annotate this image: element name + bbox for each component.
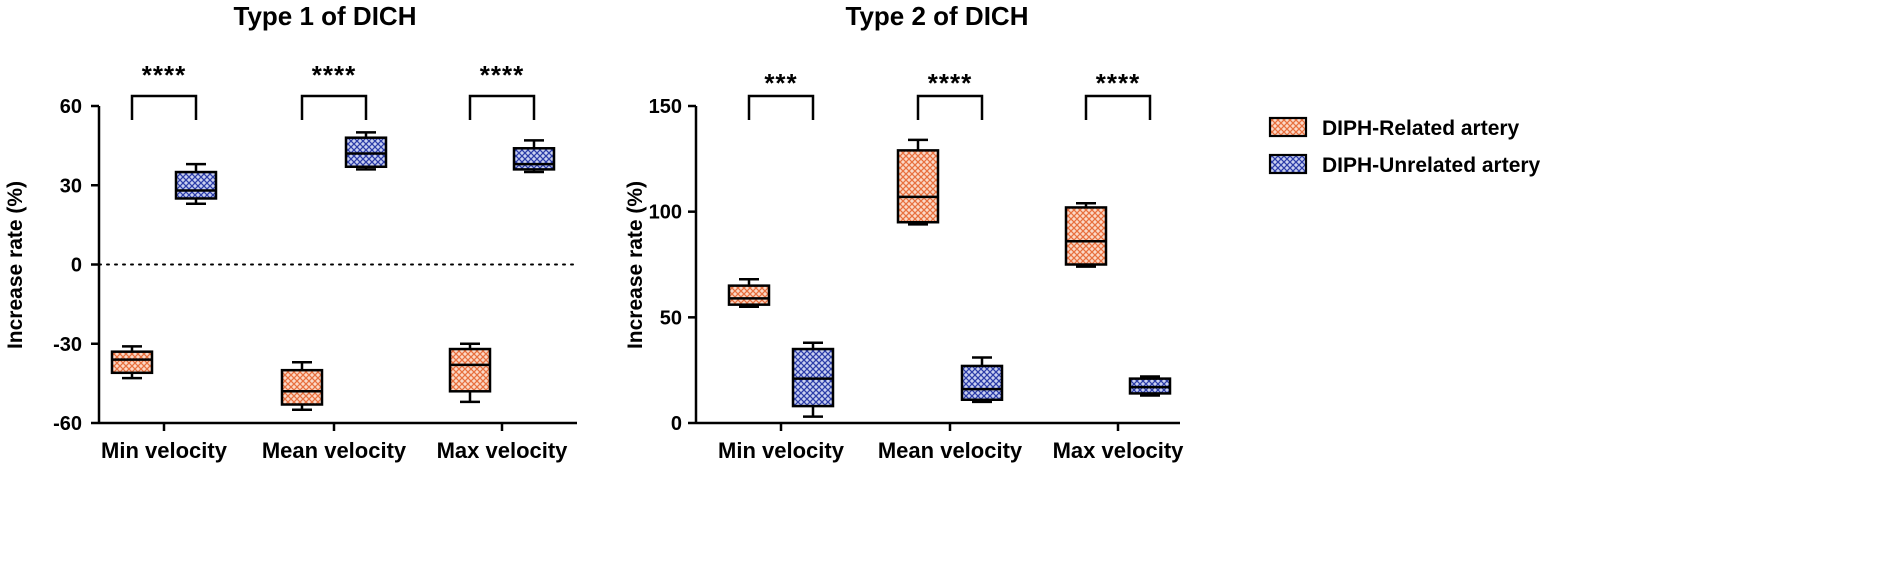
x-tick-label: Min velocity [718, 438, 845, 463]
y-tick-label: 150 [649, 96, 682, 118]
iqr-box [1064, 206, 1108, 266]
y-axis-label: Increase rate (%) [624, 181, 647, 349]
significance-bracket [300, 94, 368, 120]
significance-label: **** [480, 60, 524, 90]
iqr-box [174, 170, 218, 200]
legend-swatch-related [1268, 116, 1308, 138]
significance-bracket [747, 94, 815, 120]
box-related [896, 138, 940, 226]
significance-bracket [468, 94, 536, 120]
y-tick-label: 0 [671, 413, 682, 435]
iqr-box [896, 149, 940, 224]
legend-swatch-unrelated [1268, 153, 1308, 175]
x-tick-label: Mean velocity [878, 438, 1023, 463]
y-tick-label: -30 [53, 334, 82, 356]
x-tick-label: Max velocity [1053, 438, 1185, 463]
x-tick-label: Max velocity [437, 438, 569, 463]
significance-label: **** [142, 60, 186, 90]
box-related [1064, 201, 1108, 268]
box-unrelated [344, 131, 388, 171]
y-tick-label: 50 [660, 307, 682, 329]
y-tick-label: -60 [53, 413, 82, 435]
significance-label: **** [312, 60, 356, 90]
y-axis-label: Increase rate (%) [4, 181, 27, 349]
box-related [280, 360, 324, 412]
significance-bracket [1084, 94, 1152, 120]
y-tick-label: 30 [60, 175, 82, 197]
significance-bracket [916, 94, 984, 120]
box-unrelated [960, 356, 1004, 404]
y-tick-label: 100 [649, 202, 682, 224]
chart-title: Type 2 of DICH [846, 1, 1029, 31]
iqr-box [448, 347, 492, 393]
legend-label-unrelated: DIPH-Unrelated artery [1322, 154, 1541, 177]
significance-bracket [130, 94, 198, 120]
iqr-box [727, 284, 771, 306]
significance-label: **** [1096, 68, 1140, 98]
y-tick-label: 0 [71, 255, 82, 277]
iqr-box [960, 364, 1004, 402]
chart-title: Type 1 of DICH [234, 1, 417, 31]
box-related [727, 278, 771, 309]
chart-panel-type2: Type 2 of DICH Increase rate (%) 0 50 100 150… [624, 1, 1184, 463]
chart-panel-type1: Type 1 of DICH Increase rate (%) -60 -30 0 30… [4, 1, 578, 463]
legend: DIPH-Related artery DIPH-Unrelated artery [1268, 116, 1541, 177]
iqr-box [280, 368, 324, 406]
box-unrelated [512, 139, 556, 174]
box-related [110, 345, 154, 380]
significance-label: *** [764, 68, 797, 98]
iqr-box [110, 350, 154, 375]
legend-label-related: DIPH-Related artery [1322, 117, 1520, 140]
iqr-box [512, 147, 556, 171]
iqr-box [344, 136, 388, 169]
box-unrelated [174, 162, 218, 205]
y-tick-label: 60 [60, 96, 82, 118]
significance-label: **** [928, 68, 972, 98]
box-unrelated [791, 341, 835, 418]
x-tick-label: Mean velocity [262, 438, 407, 463]
box-related [448, 342, 492, 404]
box-unrelated [1128, 375, 1172, 397]
x-tick-label: Min velocity [101, 438, 228, 463]
